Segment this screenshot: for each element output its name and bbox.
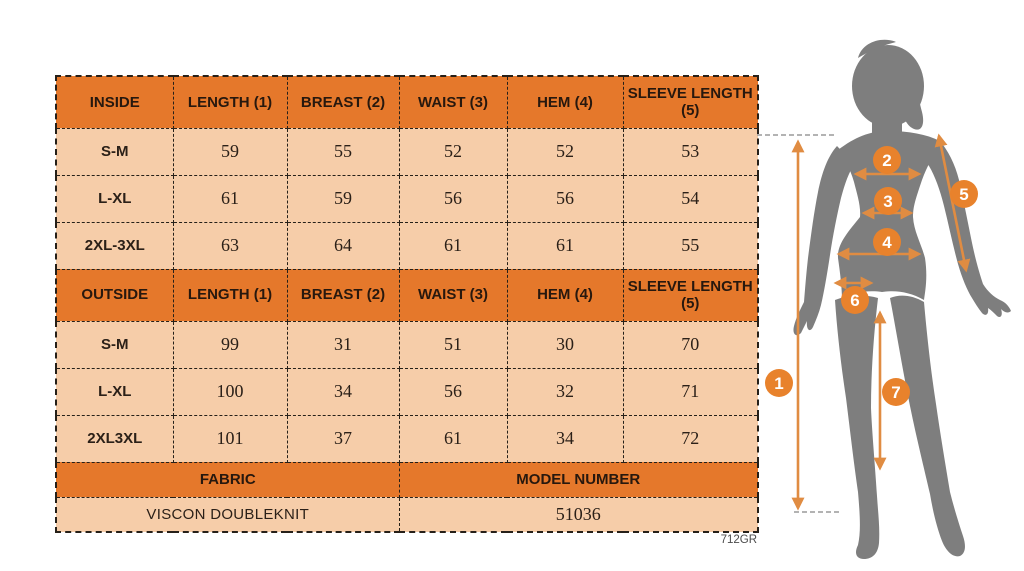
value-cell: 32	[506, 367, 624, 416]
inside-header-row: INSIDE LENGTH (1) BREAST (2) WAIST (3) H…	[55, 75, 759, 129]
outside-header-row: OUTSIDE LENGTH (1) BREAST (2) WAIST (3) …	[55, 268, 759, 322]
badge-5: 5	[950, 180, 978, 208]
table-row: 2XL-3XL 63 64 61 61 55	[55, 221, 759, 270]
value-cell: 30	[506, 320, 624, 369]
table-row: S-M 59 55 52 52 53	[55, 127, 759, 176]
badge-5-label: 5	[959, 185, 968, 204]
size-cell: 2XL3XL	[55, 414, 174, 463]
size-cell: L-XL	[55, 367, 174, 416]
value-cell: 70	[622, 320, 759, 369]
size-cell: S-M	[55, 320, 174, 369]
size-chart-table: INSIDE LENGTH (1) BREAST (2) WAIST (3) H…	[55, 75, 759, 533]
badge-2-label: 2	[882, 151, 891, 170]
fabric-model-header-row: FABRIC MODEL NUMBER	[55, 461, 759, 498]
value-cell: 34	[286, 367, 400, 416]
header-cell-length: LENGTH (1)	[172, 268, 288, 322]
value-cell: 101	[172, 414, 288, 463]
guide-lines	[757, 134, 840, 513]
value-cell: 51	[398, 320, 508, 369]
size-cell: 2XL-3XL	[55, 221, 174, 270]
arrow-5-sleeve	[934, 133, 971, 273]
value-cell: 55	[286, 127, 400, 176]
header-cell-outside: OUTSIDE	[55, 268, 174, 322]
size-cell: L-XL	[55, 174, 174, 223]
badge-6: 6	[841, 286, 869, 314]
header-cell-waist: WAIST (3)	[398, 268, 508, 322]
badge-1: 1	[765, 369, 793, 397]
value-cell: 54	[622, 174, 759, 223]
value-cell: 37	[286, 414, 400, 463]
value-cell: 34	[506, 414, 624, 463]
header-cell-hem: HEM (4)	[506, 75, 624, 129]
value-cell: 71	[622, 367, 759, 416]
size-cell: S-M	[55, 127, 174, 176]
header-cell-waist: WAIST (3)	[398, 75, 508, 129]
badge-6-label: 6	[850, 291, 859, 310]
value-cell: 31	[286, 320, 400, 369]
badge-1-label: 1	[774, 374, 783, 393]
badge-7-label: 7	[891, 383, 900, 402]
badge-7: 7	[882, 378, 910, 406]
value-cell: 55	[622, 221, 759, 270]
value-cell: 56	[398, 174, 508, 223]
value-cell: 56	[506, 174, 624, 223]
table-row: S-M 99 31 51 30 70	[55, 320, 759, 369]
measurement-arrows	[791, 133, 971, 511]
model-number-value: 51036	[398, 496, 759, 533]
fabric-model-value-row: VISCON DOUBLEKNIT 51036	[55, 496, 759, 533]
value-cell: 61	[172, 174, 288, 223]
value-cell: 52	[506, 127, 624, 176]
header-cell-sleeve-length: SLEEVE LENGTH (5)	[622, 75, 759, 129]
value-cell: 64	[286, 221, 400, 270]
header-cell-breast: BREAST (2)	[286, 75, 400, 129]
badge-2: 2	[873, 146, 901, 174]
badge-3-label: 3	[883, 192, 892, 211]
fabric-value: VISCON DOUBLEKNIT	[55, 496, 400, 533]
value-cell: 99	[172, 320, 288, 369]
value-cell: 59	[286, 174, 400, 223]
value-cell: 72	[622, 414, 759, 463]
woman-silhouette	[793, 39, 1011, 559]
table-row: L-XL 61 59 56 56 54	[55, 174, 759, 223]
header-cell-sleeve-length: SLEEVE LENGTH (5)	[622, 268, 759, 322]
table-row: L-XL 100 34 56 32 71	[55, 367, 759, 416]
measurement-badges: 1 2 3 4 5	[765, 146, 978, 406]
woman-silhouette-diagram: 1 2 3 4 5	[757, 39, 1011, 559]
badge-4-label: 4	[882, 233, 892, 252]
value-cell: 61	[398, 221, 508, 270]
value-cell: 61	[506, 221, 624, 270]
product-code: 712GR	[720, 534, 757, 546]
header-cell-fabric: FABRIC	[55, 461, 400, 498]
value-cell: 63	[172, 221, 288, 270]
header-cell-length: LENGTH (1)	[172, 75, 288, 129]
badge-3: 3	[874, 187, 902, 215]
header-cell-breast: BREAST (2)	[286, 268, 400, 322]
measurement-figure: 1 2 3 4 5	[750, 0, 1024, 571]
value-cell: 56	[398, 367, 508, 416]
header-cell-inside: INSIDE	[55, 75, 174, 129]
value-cell: 53	[622, 127, 759, 176]
badge-4: 4	[873, 228, 901, 256]
header-cell-hem: HEM (4)	[506, 268, 624, 322]
table-row: 2XL3XL 101 37 61 34 72	[55, 414, 759, 463]
header-cell-model-number: MODEL NUMBER	[398, 461, 759, 498]
value-cell: 61	[398, 414, 508, 463]
value-cell: 100	[172, 367, 288, 416]
value-cell: 52	[398, 127, 508, 176]
value-cell: 59	[172, 127, 288, 176]
